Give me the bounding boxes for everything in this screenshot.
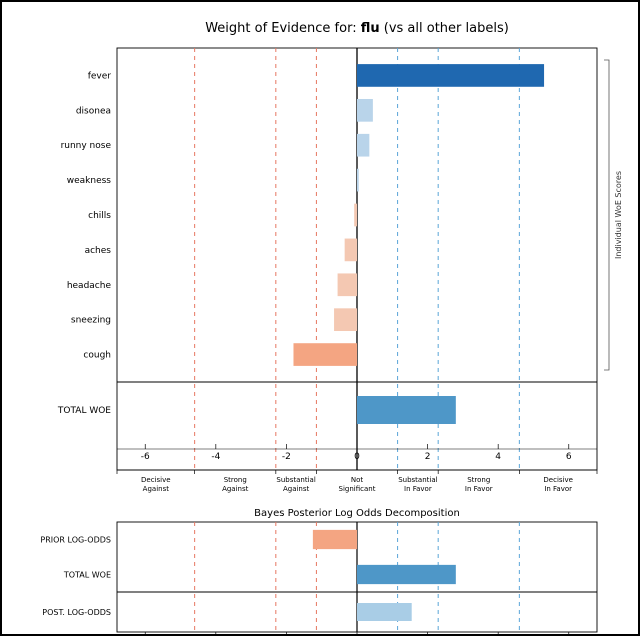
qual-label-bot: In Favor [404, 485, 432, 493]
posterior-bar [357, 603, 412, 621]
woe-bar [293, 343, 357, 366]
xtick-label: -2 [282, 452, 291, 462]
woe-bar [357, 64, 544, 87]
qual-label-top: Substantial [398, 476, 437, 484]
xtick-label: 2 [425, 452, 431, 462]
xtick-label: -4 [211, 452, 220, 462]
xtick-label: 4 [495, 452, 501, 462]
woe-bar-label: fever [88, 71, 112, 81]
qual-label-top: Substantial [276, 476, 315, 484]
woe-bar [334, 308, 357, 331]
decomp-bar-label: PRIOR LOG-ODDS [40, 536, 111, 545]
woe-bar [357, 99, 373, 122]
woe-bar [357, 134, 369, 157]
qual-label-top: Decisive [141, 476, 171, 484]
woe-bar-label: sneezing [71, 316, 111, 326]
decomp-bar [313, 530, 357, 549]
woe-bar [338, 273, 357, 296]
woe-bar-label: disonea [76, 106, 111, 116]
total-woe-bar [357, 396, 456, 424]
chart-title: Weight of Evidence for: flu (vs all othe… [205, 21, 509, 36]
woe-bar-label: headache [67, 281, 112, 291]
posterior-bar-label: POST. LOG-ODDS [42, 608, 111, 617]
qual-label-bot: In Favor [544, 485, 572, 493]
woe-bar-label: cough [83, 351, 111, 361]
side-bracket [604, 60, 609, 370]
xtick-label: 6 [566, 452, 572, 462]
decomp-bar-label: TOTAL WOE [63, 571, 111, 580]
woe-bar [357, 169, 359, 192]
qual-label-bot: Significant [339, 485, 376, 493]
qual-label-bot: Against [283, 485, 310, 493]
xtick-label: 0 [354, 452, 360, 462]
bottom-title: Bayes Posterior Log Odds Decomposition [254, 508, 460, 519]
woe-bar [354, 204, 357, 227]
woe-bar-label: chills [88, 211, 111, 221]
qual-label-top: Strong [224, 476, 247, 484]
woe-bar-label: aches [85, 246, 112, 256]
figure-frame: Weight of Evidence for: flu (vs all othe… [0, 0, 640, 636]
qual-label-top: Not [351, 476, 364, 484]
qual-label-bot: Against [222, 485, 249, 493]
woe-bar-label: weakness [67, 176, 112, 186]
side-bracket-label: Individual WoE Scores [614, 171, 623, 259]
qual-label-bot: In Favor [465, 485, 493, 493]
qual-label-bot: Against [143, 485, 170, 493]
total-woe-label: TOTAL WOE [57, 406, 111, 416]
woe-figure: Weight of Evidence for: flu (vs all othe… [2, 2, 640, 636]
woe-bar [345, 239, 357, 262]
qual-label-top: Strong [467, 476, 490, 484]
xtick-label: -6 [141, 452, 150, 462]
decomp-bar [357, 565, 456, 584]
woe-bar-label: runny nose [61, 141, 112, 151]
qual-label-top: Decisive [543, 476, 573, 484]
